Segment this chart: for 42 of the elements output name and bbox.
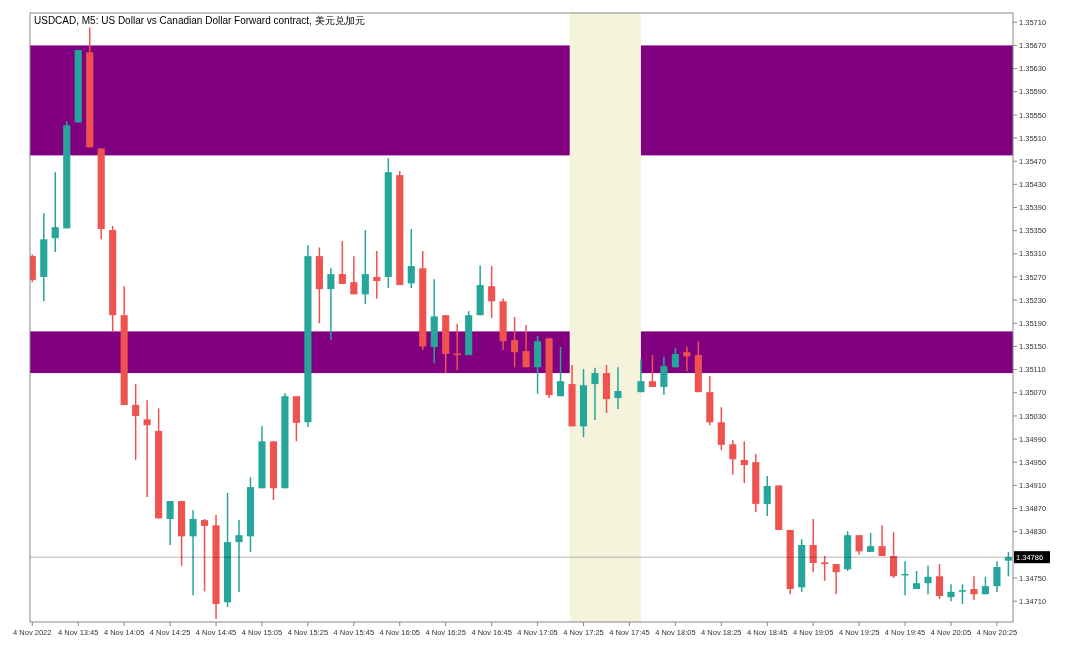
candlestick <box>740 440 748 484</box>
candlestick <box>878 524 886 557</box>
candlestick <box>361 229 369 305</box>
candlestick <box>717 406 725 451</box>
candlestick <box>327 267 335 341</box>
candlestick <box>648 354 656 388</box>
candlestick <box>809 518 817 573</box>
candlestick <box>970 575 978 601</box>
candlestick <box>407 228 415 289</box>
candlestick <box>143 399 151 498</box>
candlestick <box>660 356 668 396</box>
chart-title: USDCAD, M5: US Dollar vs Canadian Dollar Forward contract, 美元兑加元 <box>34 15 365 26</box>
candlestick <box>637 358 645 393</box>
candlestick <box>924 565 932 595</box>
candlestick <box>890 531 898 579</box>
candlestick <box>683 345 691 373</box>
candlestick <box>51 171 59 253</box>
candlestick <box>189 509 197 597</box>
candlestick <box>763 475 771 517</box>
candlestick <box>867 532 875 553</box>
candlestick <box>338 240 346 285</box>
candlestick <box>132 383 140 461</box>
candlestick <box>993 560 1001 593</box>
candlestick <box>522 324 530 369</box>
candlestick <box>200 518 209 593</box>
candlestick <box>488 265 496 319</box>
candlestick <box>166 500 174 546</box>
candlestick <box>350 255 358 296</box>
candlestick <box>832 563 840 595</box>
candlestick <box>935 563 944 600</box>
candlestick <box>855 534 863 556</box>
candlestick <box>235 519 243 593</box>
candlestick <box>373 250 381 300</box>
candlestick <box>614 366 622 410</box>
candlestick <box>729 439 737 476</box>
candlestick <box>453 323 461 371</box>
candlestick <box>821 555 829 582</box>
candlestick <box>556 346 565 397</box>
candlestick <box>511 316 519 369</box>
candlestick <box>947 583 955 602</box>
candlestick <box>591 367 599 421</box>
candlestick <box>958 583 967 605</box>
